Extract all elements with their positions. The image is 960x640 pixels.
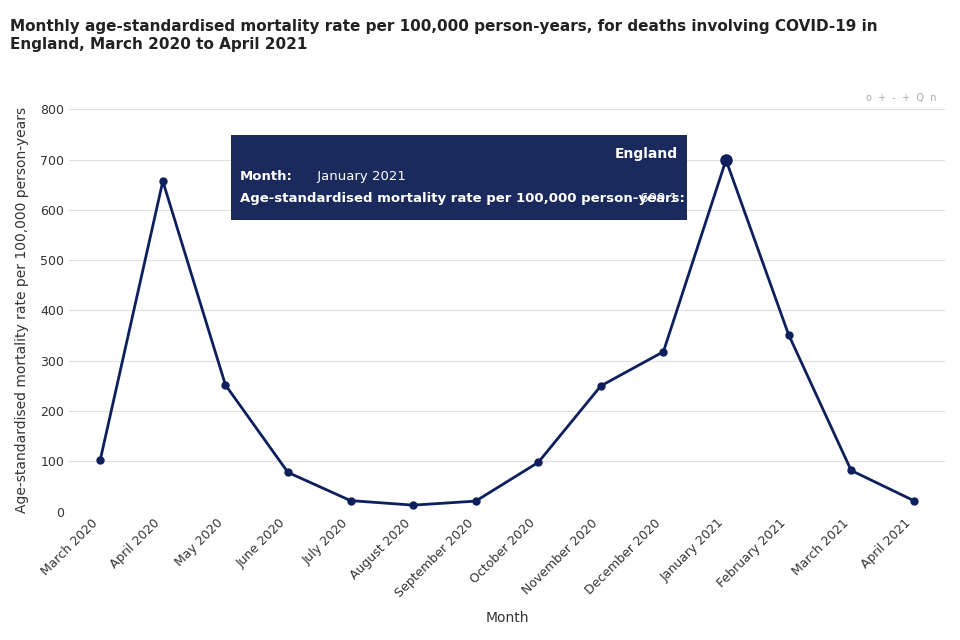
Text: Monthly age-standardised mortality rate per 100,000 person-years, for deaths inv: Monthly age-standardised mortality rate … xyxy=(10,19,877,52)
Y-axis label: Age-standardised mortality rate per 100,000 person-years: Age-standardised mortality rate per 100,… xyxy=(15,108,29,513)
X-axis label: Month: Month xyxy=(485,611,529,625)
FancyBboxPatch shape xyxy=(231,135,686,220)
Text: Age-standardised mortality rate per 100,000 person-years:: Age-standardised mortality rate per 100,… xyxy=(240,192,684,205)
Text: 699.1: 699.1 xyxy=(636,192,678,205)
Text: o  +  -  +  Q  n: o + - + Q n xyxy=(866,93,936,103)
Text: Month:: Month: xyxy=(240,170,293,182)
Text: January 2021: January 2021 xyxy=(313,170,405,182)
Text: England: England xyxy=(614,147,678,161)
